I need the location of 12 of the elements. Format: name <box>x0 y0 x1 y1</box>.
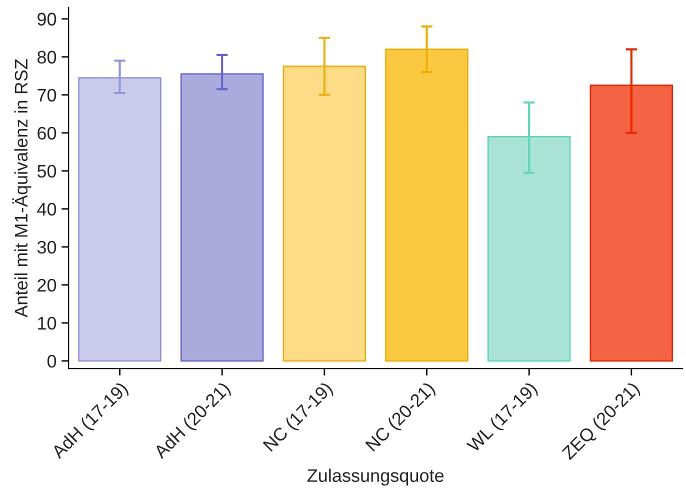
y-tick-label: 70 <box>38 88 56 102</box>
x-axis-title: Zulassungsquote <box>307 468 444 486</box>
y-tick-label: 50 <box>37 164 56 178</box>
y-tick-label: 60 <box>38 126 56 140</box>
y-tick-label: 40 <box>37 202 56 216</box>
y-tick-label: 80 <box>38 50 56 64</box>
y-tick-label: 20 <box>38 278 56 292</box>
y-axis-title: Anteil mit M1-Äquivalenz in RSZ <box>12 59 32 318</box>
y-tick-label: 10 <box>38 316 56 330</box>
y-tick-label: 90 <box>38 12 56 26</box>
y-tick-label: 30 <box>37 240 56 254</box>
y-tick-label: 0 <box>47 354 56 368</box>
